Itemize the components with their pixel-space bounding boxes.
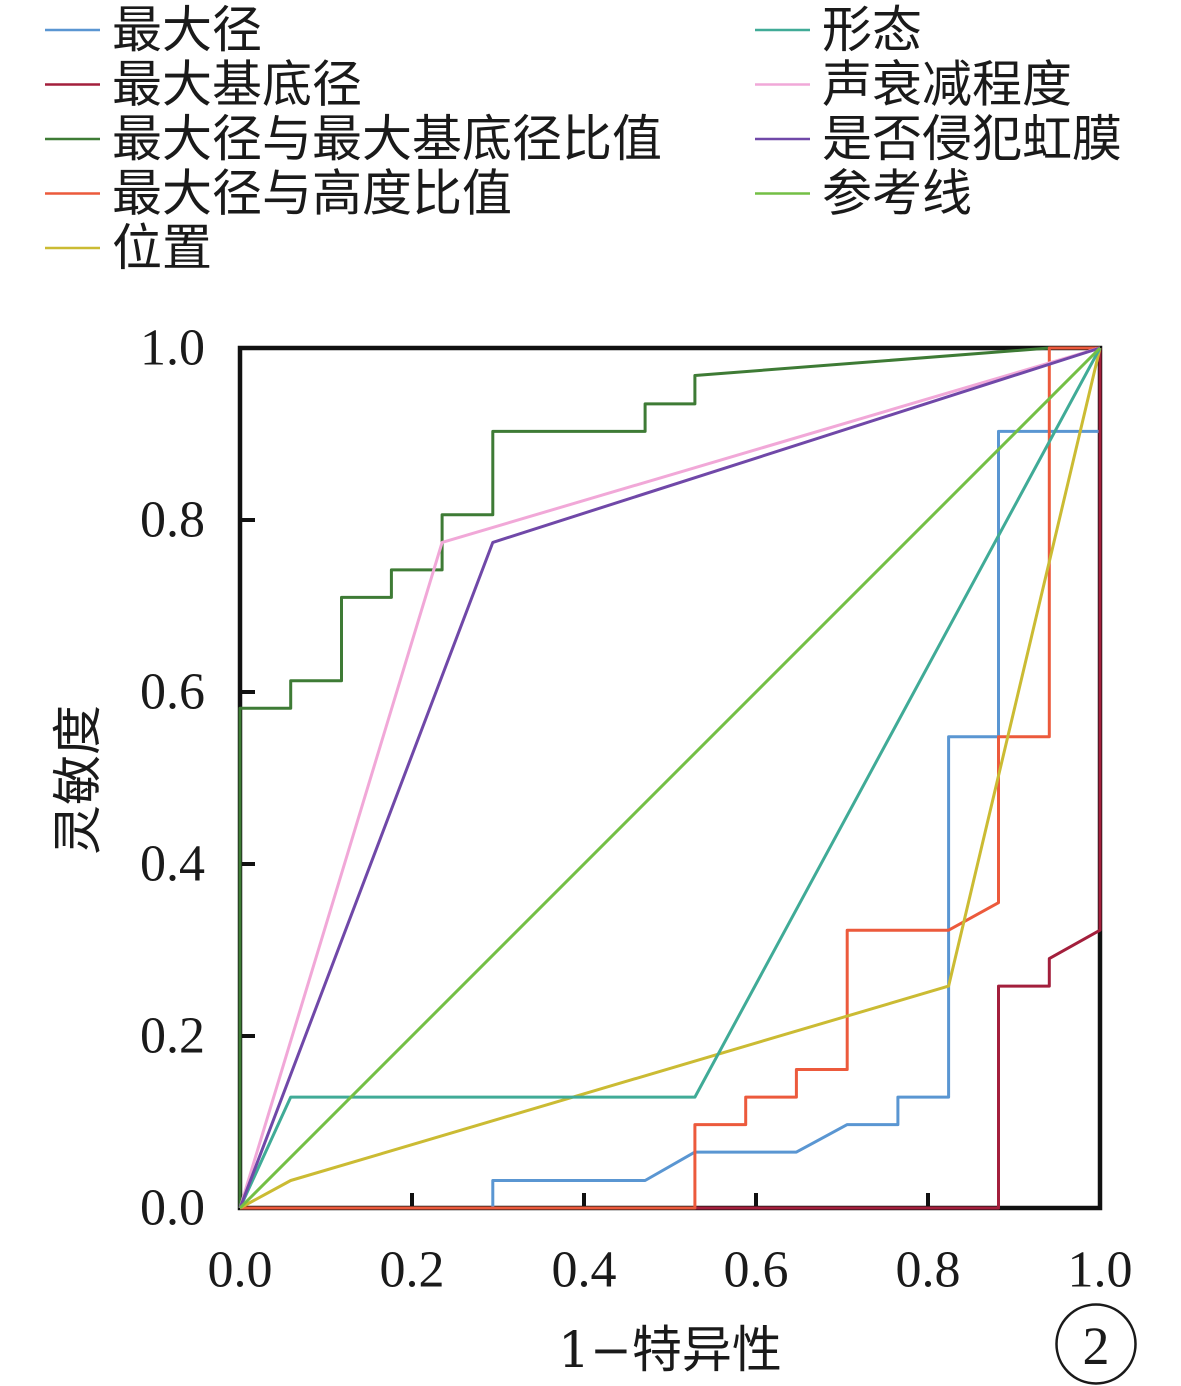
series-line-4 bbox=[240, 346, 1100, 1210]
y-tick-label: 0.6 bbox=[140, 664, 205, 721]
y-tick-label: 0.4 bbox=[140, 836, 205, 893]
x-tick-label: 0.4 bbox=[552, 1242, 617, 1299]
panel-number: 2 bbox=[1083, 1316, 1110, 1376]
legend-item-9: 参考线 bbox=[755, 165, 972, 223]
legend-item-8: 是否侵犯虹膜 bbox=[755, 110, 1122, 168]
legend-item-5: 位置 bbox=[45, 219, 212, 277]
legend-label: 参考线 bbox=[822, 165, 972, 223]
series-line-6 bbox=[238, 347, 1102, 1209]
x-tick-label: 0.8 bbox=[896, 1242, 961, 1299]
series-line-7 bbox=[238, 346, 1101, 1209]
roc-curves bbox=[238, 346, 1102, 1210]
axis-ticks: 0.0 0.2 0.4 0.6 0.8 1.0 0.0 0.2 0.4 0.6 0.8 1.0 bbox=[140, 320, 1133, 1299]
legend-item-4: 最大径与高度比值 bbox=[45, 165, 512, 223]
legend-label: 最大径与最大基底径比值 bbox=[112, 110, 662, 168]
y-tick-label: 0.0 bbox=[140, 1180, 205, 1237]
series-line-8 bbox=[238, 346, 1101, 1209]
legend-label: 位置 bbox=[112, 219, 212, 277]
legend-label: 最大径与高度比值 bbox=[112, 165, 512, 223]
series-line-5 bbox=[239, 347, 1102, 1210]
legend-item-3: 最大径与最大基底径比值 bbox=[45, 110, 662, 168]
x-tick-label: 0.2 bbox=[380, 1242, 445, 1299]
legend-item-6: 形态 bbox=[755, 1, 922, 59]
series-line-9 bbox=[238, 346, 1102, 1210]
series-line-2 bbox=[240, 348, 1102, 1210]
badge-circle bbox=[1055, 1303, 1137, 1385]
panel-number-badge: 2 bbox=[1055, 1303, 1137, 1385]
legend-label: 是否侵犯虹膜 bbox=[822, 110, 1122, 168]
legend-label: 最大基底径 bbox=[112, 56, 362, 114]
legend-item-1: 最大径 bbox=[45, 1, 262, 59]
y-axis-title: 灵敏度 bbox=[49, 705, 107, 855]
legend-item-2: 最大基底径 bbox=[45, 56, 362, 114]
y-tick-label: 0.8 bbox=[140, 492, 205, 549]
x-tick-label: 0.6 bbox=[724, 1242, 789, 1299]
x-axis-title: 1−特异性 bbox=[558, 1321, 782, 1379]
legend-label: 最大径 bbox=[112, 1, 262, 59]
y-tick-label: 1.0 bbox=[140, 320, 205, 377]
legend-label: 形态 bbox=[822, 1, 922, 59]
legend-item-7: 声衰减程度 bbox=[755, 56, 1072, 114]
x-tick-label: 1.0 bbox=[1068, 1242, 1133, 1299]
y-tick-label: 0.2 bbox=[140, 1008, 205, 1065]
legend-label: 声衰减程度 bbox=[822, 56, 1072, 114]
x-tick-label: 0.0 bbox=[208, 1242, 273, 1299]
